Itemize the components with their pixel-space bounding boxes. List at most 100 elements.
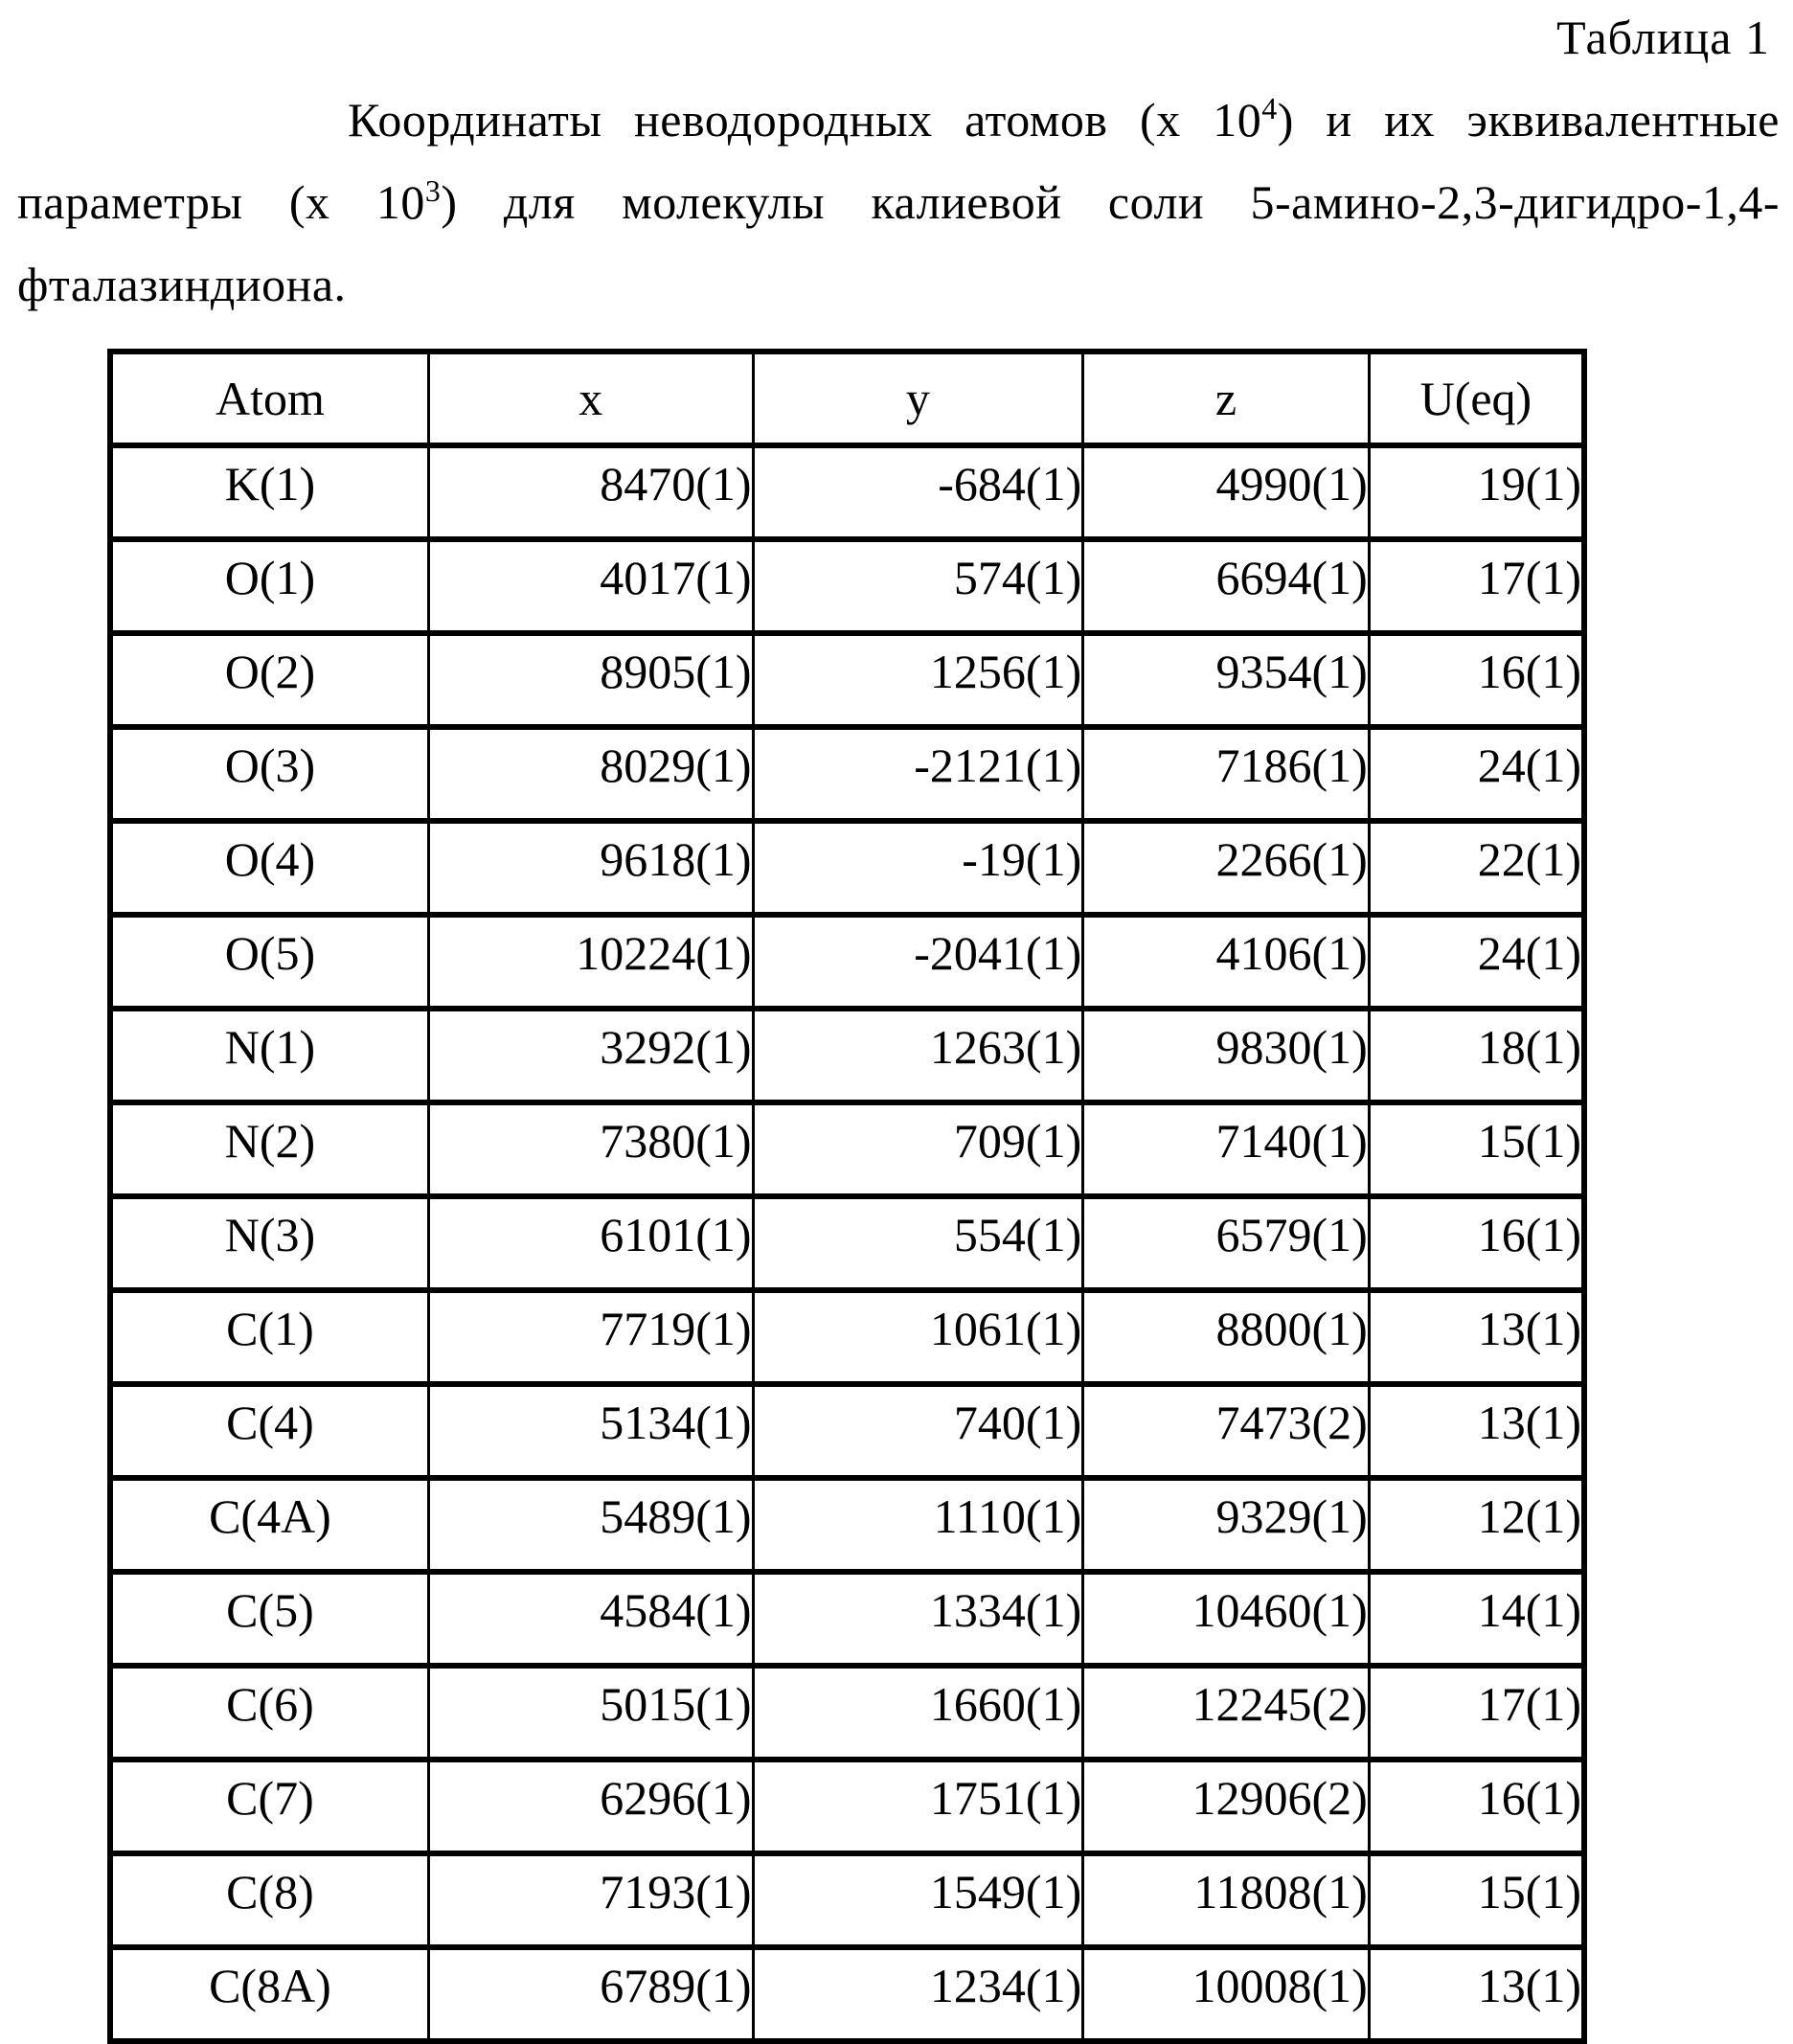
table-row: C(5) 4584(1) 1334(1) 10460(1) 14(1) [108, 1569, 1586, 1669]
caption-superscript-4: 4 [1261, 91, 1278, 126]
ueq-cell: 13(1) [1367, 1287, 1586, 1387]
column-header-atom: Atom [108, 349, 430, 448]
y-cell: 574(1) [751, 536, 1085, 636]
ueq-cell: 24(1) [1367, 724, 1586, 824]
atom-cell: C(8) [108, 1851, 430, 1950]
x-cell: 6296(1) [426, 1757, 755, 1856]
ueq-cell: 16(1) [1367, 630, 1586, 730]
z-cell: 12245(2) [1081, 1663, 1371, 1762]
x-cell: 8029(1) [426, 724, 755, 824]
table-row: C(6) 5015(1) 1660(1) 12245(2) 17(1) [108, 1663, 1586, 1762]
table-label: Таблица 1 [1556, 11, 1770, 64]
y-cell: -19(1) [751, 818, 1085, 918]
table-row: K(1) 8470(1) -684(1) 4990(1) 19(1) [108, 443, 1586, 542]
ueq-cell: 17(1) [1367, 536, 1586, 636]
x-cell: 8905(1) [426, 630, 755, 730]
x-cell: 6789(1) [426, 1944, 755, 2044]
x-cell: 7193(1) [426, 1851, 755, 1950]
table-row: O(3) 8029(1) -2121(1) 7186(1) 24(1) [108, 724, 1586, 824]
table-row: C(8) 7193(1) 1549(1) 11808(1) 15(1) [108, 1851, 1586, 1950]
atom-cell: N(3) [108, 1193, 430, 1293]
ueq-cell: 17(1) [1367, 1663, 1586, 1762]
z-cell: 4106(1) [1081, 912, 1371, 1011]
table-body: K(1) 8470(1) -684(1) 4990(1) 19(1) O(1) … [108, 443, 1586, 2044]
x-cell: 4584(1) [426, 1569, 755, 1669]
y-cell: 1110(1) [751, 1475, 1085, 1575]
table-row: O(5) 10224(1) -2041(1) 4106(1) 24(1) [108, 912, 1586, 1011]
atom-cell: C(4A) [108, 1475, 430, 1575]
ueq-cell: 18(1) [1367, 1006, 1586, 1105]
ueq-cell: 14(1) [1367, 1569, 1586, 1669]
ueq-cell: 19(1) [1367, 443, 1586, 542]
ueq-cell: 15(1) [1367, 1851, 1586, 1950]
x-cell: 5134(1) [426, 1381, 755, 1481]
z-cell: 8800(1) [1081, 1287, 1371, 1387]
column-header-z: z [1081, 349, 1371, 448]
atom-cell: C(8A) [108, 1944, 430, 2044]
z-cell: 9354(1) [1081, 630, 1371, 730]
table-row: C(7) 6296(1) 1751(1) 12906(2) 16(1) [108, 1757, 1586, 1856]
z-cell: 6694(1) [1081, 536, 1371, 636]
ueq-cell: 22(1) [1367, 818, 1586, 918]
column-header-y: y [751, 349, 1085, 448]
z-cell: 9830(1) [1081, 1006, 1371, 1105]
y-cell: -2041(1) [751, 912, 1085, 1011]
x-cell: 3292(1) [426, 1006, 755, 1105]
atom-cell: C(5) [108, 1569, 430, 1669]
z-cell: 4990(1) [1081, 443, 1371, 542]
z-cell: 7473(2) [1081, 1381, 1371, 1481]
x-cell: 10224(1) [426, 912, 755, 1011]
z-cell: 6579(1) [1081, 1193, 1371, 1293]
y-cell: 1061(1) [751, 1287, 1085, 1387]
table-caption: Координаты неводородных атомов (х 104) и… [17, 79, 1780, 326]
z-cell: 10008(1) [1081, 1944, 1371, 2044]
y-cell: 1334(1) [751, 1569, 1085, 1669]
y-cell: 1263(1) [751, 1006, 1085, 1105]
ueq-cell: 16(1) [1367, 1193, 1586, 1293]
y-cell: 709(1) [751, 1100, 1085, 1199]
atom-cell: O(1) [108, 536, 430, 636]
table-row: C(8A) 6789(1) 1234(1) 10008(1) 13(1) [108, 1944, 1586, 2044]
atom-cell: O(4) [108, 818, 430, 918]
x-cell: 6101(1) [426, 1193, 755, 1293]
atom-cell: C(6) [108, 1663, 430, 1762]
atom-cell: N(1) [108, 1006, 430, 1105]
table-row: O(4) 9618(1) -19(1) 2266(1) 22(1) [108, 818, 1586, 918]
table-row: N(3) 6101(1) 554(1) 6579(1) 16(1) [108, 1193, 1586, 1293]
ueq-cell: 13(1) [1367, 1381, 1586, 1481]
z-cell: 2266(1) [1081, 818, 1371, 918]
y-cell: -2121(1) [751, 724, 1085, 824]
ueq-cell: 12(1) [1367, 1475, 1586, 1575]
table-row: C(1) 7719(1) 1061(1) 8800(1) 13(1) [108, 1287, 1586, 1387]
x-cell: 8470(1) [426, 443, 755, 542]
table-row: C(4A) 5489(1) 1110(1) 9329(1) 12(1) [108, 1475, 1586, 1575]
atom-cell: O(5) [108, 912, 430, 1011]
x-cell: 5015(1) [426, 1663, 755, 1762]
y-cell: 740(1) [751, 1381, 1085, 1481]
x-cell: 7719(1) [426, 1287, 755, 1387]
ueq-cell: 16(1) [1367, 1757, 1586, 1856]
atom-cell: C(1) [108, 1287, 430, 1387]
caption-superscript-3: 3 [424, 173, 442, 209]
column-header-ueq: U(eq) [1367, 349, 1586, 448]
x-cell: 5489(1) [426, 1475, 755, 1575]
z-cell: 7186(1) [1081, 724, 1371, 824]
atom-cell: O(2) [108, 630, 430, 730]
y-cell: -684(1) [751, 443, 1085, 542]
y-cell: 554(1) [751, 1193, 1085, 1293]
atom-cell: N(2) [108, 1100, 430, 1199]
table-row: C(4) 5134(1) 740(1) 7473(2) 13(1) [108, 1381, 1586, 1481]
table-row: N(2) 7380(1) 709(1) 7140(1) 15(1) [108, 1100, 1586, 1199]
coordinates-table: Atom x y z U(eq) K(1) 8470(1) -684(1) 49… [107, 349, 1587, 2044]
caption-text-part3: ) для молекулы калиевой соли 5-амино-2,3… [17, 175, 1780, 311]
atom-cell: C(7) [108, 1757, 430, 1856]
y-cell: 1660(1) [751, 1663, 1085, 1762]
x-cell: 7380(1) [426, 1100, 755, 1199]
caption-text-part1: Координаты неводородных атомов (х 10 [348, 93, 1262, 147]
caption-text-part2: ) и их эквивалентные параметры (х 10 [17, 93, 1780, 229]
ueq-cell: 13(1) [1367, 1944, 1586, 2044]
atom-cell: O(3) [108, 724, 430, 824]
table-row: N(1) 3292(1) 1263(1) 9830(1) 18(1) [108, 1006, 1586, 1105]
table-row: O(1) 4017(1) 574(1) 6694(1) 17(1) [108, 536, 1586, 636]
